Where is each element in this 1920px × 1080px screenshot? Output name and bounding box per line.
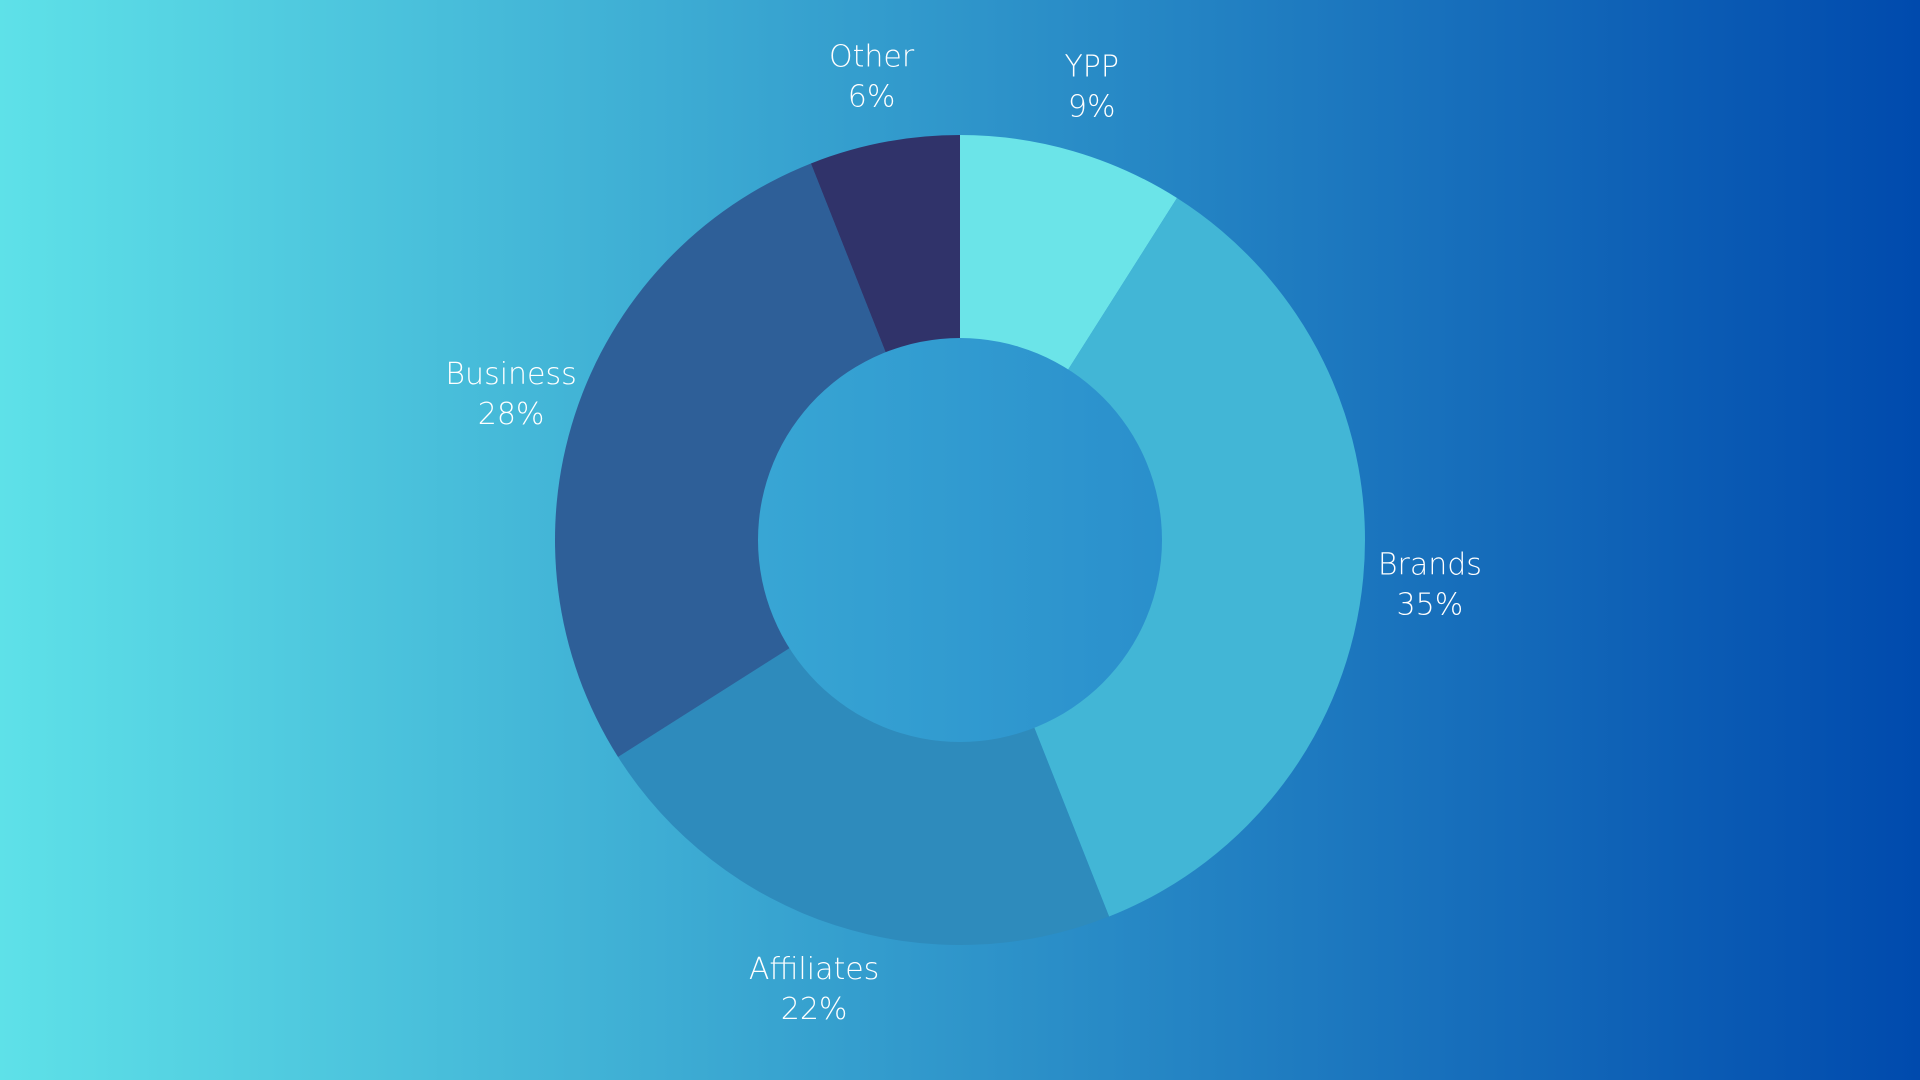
category-label: Affiliates xyxy=(749,952,879,987)
donut-hole xyxy=(758,338,1162,742)
category-label: Brands xyxy=(1378,547,1482,582)
slice-label-ypp: YPP 9% xyxy=(1064,50,1119,125)
value-label: 22% xyxy=(781,992,848,1027)
category-label: Business xyxy=(445,357,576,392)
slice-label-brands: Brands 35% xyxy=(1378,547,1482,622)
value-label: 9% xyxy=(1068,90,1116,125)
value-label: 28% xyxy=(478,397,545,432)
category-label: YPP xyxy=(1064,50,1119,85)
slice-label-affiliates: Affiliates 22% xyxy=(749,952,879,1027)
value-label: 6% xyxy=(848,79,896,114)
slice-business xyxy=(555,163,960,758)
slice-label-other: Other 6% xyxy=(829,39,915,114)
slice-label-business: Business 28% xyxy=(445,357,576,432)
slice-brands xyxy=(960,198,1365,917)
label-group: YPP 9% Brands 35% Affiliates 22% Business 28% Ot… xyxy=(445,39,1482,1027)
value-label: 35% xyxy=(1397,587,1464,622)
category-label: Other xyxy=(829,39,915,74)
